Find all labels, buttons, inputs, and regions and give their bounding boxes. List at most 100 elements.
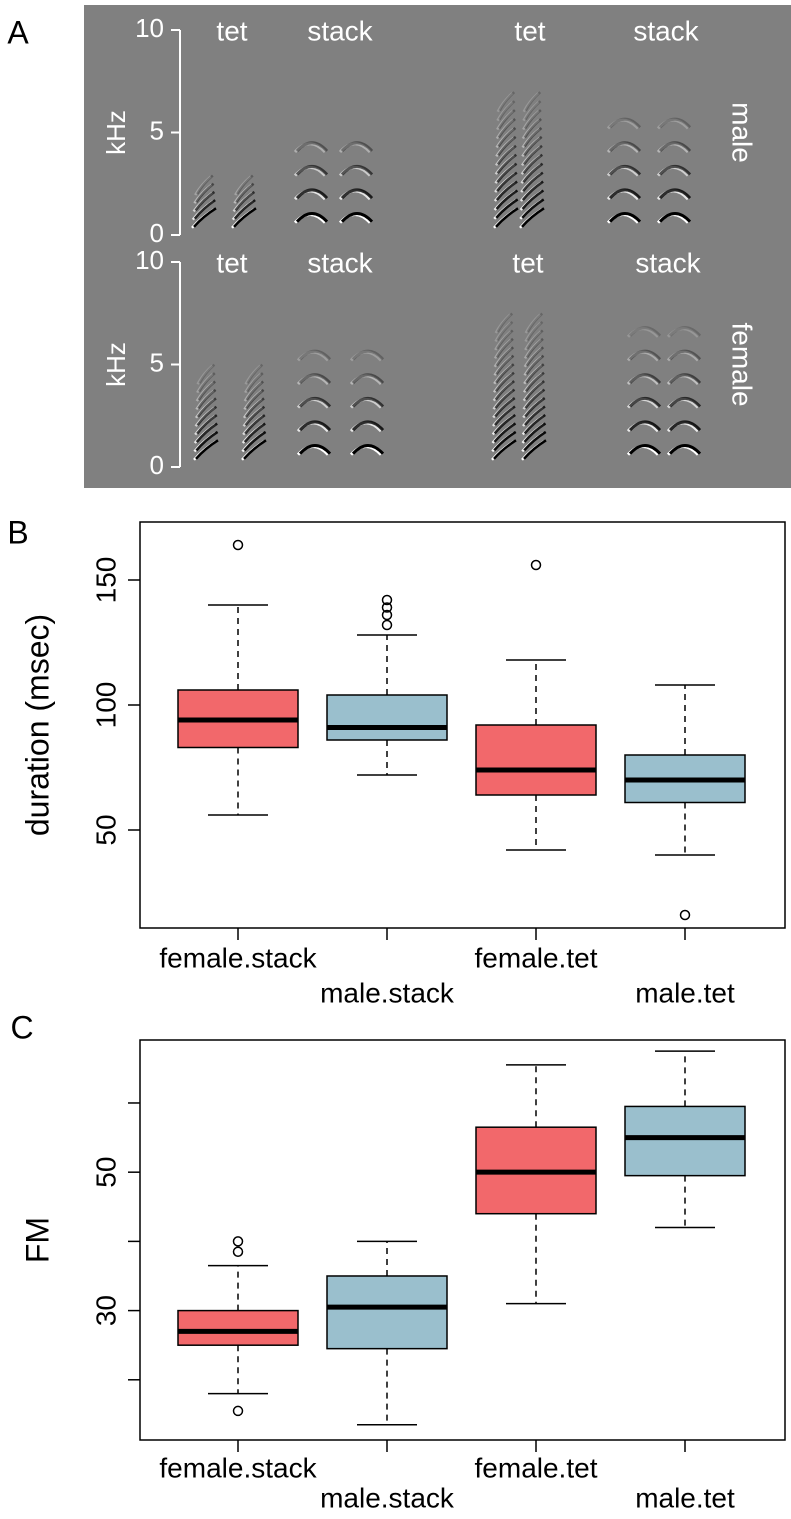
spectrogram-trace (523, 118, 542, 139)
spectrogram-trace (523, 422, 547, 443)
spectrogram-trace (608, 211, 642, 223)
box (624, 1105, 746, 1177)
spectrogram-trace (524, 405, 546, 426)
spectrogram-trace (606, 142, 640, 154)
spectrogram-trace (525, 346, 545, 367)
spectrogram-trace (524, 380, 545, 401)
spectrogram-trace (495, 198, 519, 219)
spectrogram-trace (666, 350, 700, 362)
spectrogram-trace (495, 354, 515, 375)
spectrogram-trace (243, 430, 267, 452)
spectrogram-trace (245, 380, 264, 401)
spectrogram-trace (526, 312, 544, 333)
spectrogram-trace (521, 198, 545, 219)
spectrogram-trace (493, 422, 517, 443)
spectrogram-trace (524, 109, 542, 130)
spectrogram-trace (498, 109, 516, 130)
panel-label: A (7, 14, 29, 50)
spectrogram-trace (668, 373, 702, 385)
spectrogram-trace (340, 141, 374, 153)
spectrogram-trace (628, 420, 662, 432)
spectrogram-trace (628, 326, 662, 337)
spectrogram-trace (196, 364, 214, 385)
y-axis-label: duration (msec) (19, 614, 55, 836)
spectrogram-trace (243, 439, 267, 460)
spectrogram-trace (668, 396, 702, 408)
y-axis-label: kHz (101, 110, 131, 155)
spectrogram-trace (495, 180, 518, 201)
spectrogram-trace (351, 373, 385, 385)
outlier (232, 1405, 244, 1417)
spectrogram-trace (296, 350, 330, 362)
outlier (381, 602, 393, 613)
x-tick-label: female.tet (475, 1452, 598, 1483)
spectrogram-trace (495, 346, 515, 367)
spectrogram-trace (523, 338, 542, 359)
spectrogram-trace (626, 327, 660, 338)
outlier (232, 539, 244, 551)
spectrogram-trace (495, 119, 514, 140)
x-tick-label: female.tet (475, 942, 598, 973)
column-label: tet (514, 15, 545, 46)
column-label: stack (307, 15, 373, 46)
spectrogram-trace (496, 153, 518, 174)
spectrogram-trace (195, 182, 215, 203)
spectrogram-trace (628, 373, 662, 385)
spectrogram-trace (526, 329, 544, 350)
spectrogram-trace (244, 364, 262, 385)
spectrogram-trace (522, 171, 544, 192)
spectrogram-trace (193, 207, 217, 228)
plot-frame (139, 1039, 786, 1441)
spectrogram-trace (498, 100, 516, 121)
spectrogram-trace (496, 110, 514, 131)
y-tick-label: 5 (150, 115, 164, 145)
spectrogram-trace (658, 141, 692, 153)
y-axis-label: FM (19, 1217, 55, 1263)
panel-label: B (7, 514, 28, 550)
spectrogram-trace (495, 136, 515, 158)
spectrogram-trace (298, 443, 332, 455)
spectrogram-trace (495, 189, 519, 210)
spectrogram-trace (608, 141, 642, 153)
spectrogram-trace (524, 388, 546, 409)
spectrogram-trace (522, 101, 540, 122)
x-tick-label: male.tet (635, 1482, 735, 1513)
spectrogram-trace (525, 354, 545, 375)
spectrogram-trace (349, 350, 383, 362)
spectrogram-trace (524, 330, 542, 351)
spectrogram-trace (658, 188, 692, 200)
row-label: male (727, 102, 758, 163)
spectrogram-trace (522, 110, 540, 131)
spectrogram-trace (524, 100, 542, 121)
spectrogram-trace (668, 326, 702, 337)
spectrogram-trace (193, 199, 216, 220)
spectrogram-trace (197, 380, 216, 401)
spectrogram-trace (523, 347, 543, 368)
spectrogram-trace (244, 414, 266, 435)
spectrogram-trace (658, 117, 692, 129)
spectrogram-trace (525, 337, 544, 358)
spectrogram-trace (521, 119, 540, 140)
spectrogram-trace (494, 380, 515, 401)
spectrogram-trace (195, 430, 219, 452)
spectrogram-trace (522, 162, 544, 183)
spectrogram-trace (196, 405, 218, 426)
spectrogram-trace (493, 364, 513, 385)
spectrogram-trace (349, 374, 383, 386)
spectrogram-trace (495, 127, 515, 149)
spectrogram-trace (351, 349, 385, 361)
spectrogram-trace (666, 327, 700, 338)
y-tick-label: 30 (90, 1295, 121, 1326)
outlier (232, 1246, 244, 1258)
spectrogram-trace (525, 363, 545, 384)
spectrogram-trace (233, 207, 257, 228)
x-tick-label: female.stack (159, 942, 317, 973)
spectrogram-trace (496, 101, 514, 122)
column-label: tet (216, 247, 247, 278)
spectrogram-trace (523, 413, 546, 435)
spectrogram-trace (244, 397, 265, 418)
column-label: stack (635, 247, 701, 278)
y-tick-label: 10 (135, 13, 164, 43)
spectrogram-trace (523, 439, 547, 460)
